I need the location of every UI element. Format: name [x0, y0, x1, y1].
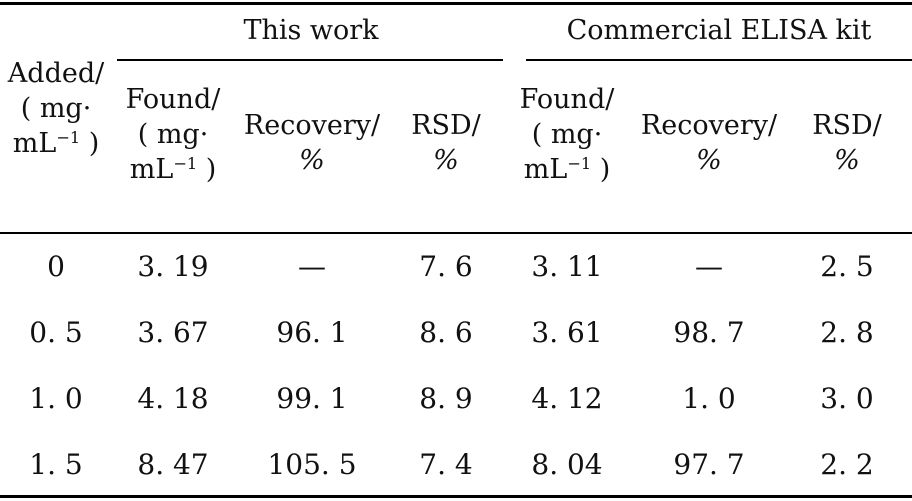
group-header-commercial-elisa-kit: Commercial ELISA kit [566, 15, 872, 46]
column-header-found-this-work: Found/ ( mg· mL−1 ) [125, 84, 221, 185]
group-header-this-work: This work [243, 15, 379, 46]
cell-rsd-this-work: 8. 6 [419, 316, 473, 349]
cell-found-commercial: 3. 61 [531, 316, 603, 349]
column-header-rsd-this-work: RSD/ % [411, 110, 481, 176]
cell-recovery-commercial: — [695, 250, 723, 283]
column-header-recovery-commercial: Recovery/ % [640, 110, 778, 176]
top-rule [0, 2, 912, 5]
group-rule-this-work [117, 59, 503, 61]
cell-rsd-commercial: 2. 8 [820, 316, 874, 349]
cell-found-this-work: 4. 18 [137, 382, 209, 415]
cell-recovery-this-work: 105. 5 [267, 448, 357, 481]
cell-rsd-this-work: 7. 4 [419, 448, 473, 481]
cell-recovery-this-work: 96. 1 [276, 316, 348, 349]
cell-recovery-commercial: 97. 7 [673, 448, 745, 481]
cell-found-this-work: 3. 19 [137, 250, 209, 283]
cell-found-this-work: 8. 47 [137, 448, 209, 481]
cell-rsd-this-work: 8. 9 [419, 382, 473, 415]
cell-recovery-commercial: 98. 7 [673, 316, 745, 349]
cell-found-commercial: 4. 12 [531, 382, 603, 415]
cell-added: 1. 5 [29, 448, 83, 481]
cell-added: 1. 0 [29, 382, 83, 415]
cell-recovery-this-work: — [298, 250, 326, 283]
column-header-found-commercial: Found/ ( mg· mL−1 ) [519, 84, 615, 185]
group-rule-commercial [526, 59, 912, 61]
column-header-added: Added/ ( mg· mL−1 ) [7, 58, 105, 159]
cell-found-commercial: 8. 04 [531, 448, 603, 481]
cell-rsd-commercial: 3. 0 [820, 382, 874, 415]
cell-added: 0 [47, 250, 65, 283]
cell-rsd-commercial: 2. 2 [820, 448, 874, 481]
column-header-rsd-commercial: RSD/ % [812, 110, 882, 176]
cell-found-commercial: 3. 11 [531, 250, 603, 283]
column-header-recovery-this-work: Recovery/ % [243, 110, 381, 176]
cell-added: 0. 5 [29, 316, 83, 349]
cell-recovery-commercial: 1. 0 [682, 382, 736, 415]
cell-rsd-this-work: 7. 6 [419, 250, 473, 283]
cell-recovery-this-work: 99. 1 [276, 382, 348, 415]
header-rule [0, 232, 912, 234]
cell-rsd-commercial: 2. 5 [820, 250, 874, 283]
bottom-rule [0, 495, 912, 498]
cell-found-this-work: 3. 67 [137, 316, 209, 349]
